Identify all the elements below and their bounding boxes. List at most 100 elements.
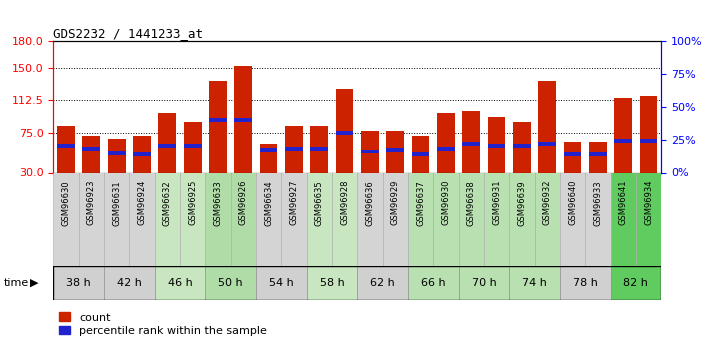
Text: 70 h: 70 h <box>471 278 496 288</box>
Text: GSM96637: GSM96637 <box>416 180 425 226</box>
Bar <box>285 126 303 172</box>
Bar <box>311 126 328 172</box>
Text: GSM96924: GSM96924 <box>137 180 146 225</box>
Text: 54 h: 54 h <box>269 278 294 288</box>
Bar <box>361 130 379 172</box>
Bar <box>104 266 154 300</box>
Bar <box>408 266 459 300</box>
Bar <box>159 144 176 148</box>
Bar <box>306 266 357 300</box>
Text: GSM96633: GSM96633 <box>213 180 223 226</box>
Bar <box>336 131 353 135</box>
Bar <box>336 89 353 172</box>
Bar <box>57 144 75 148</box>
Bar <box>614 98 632 172</box>
Text: 38 h: 38 h <box>66 278 91 288</box>
Text: GSM96932: GSM96932 <box>542 180 552 225</box>
Text: GSM96631: GSM96631 <box>112 180 121 226</box>
Bar <box>260 148 277 152</box>
Bar <box>133 136 151 172</box>
Text: 66 h: 66 h <box>421 278 446 288</box>
Bar <box>82 136 100 172</box>
Bar <box>412 136 429 172</box>
Text: GSM96926: GSM96926 <box>239 180 248 225</box>
Bar <box>129 172 154 266</box>
Bar <box>488 144 506 148</box>
Bar <box>154 266 205 300</box>
Bar <box>513 144 531 148</box>
Bar <box>484 172 509 266</box>
Bar <box>611 172 636 266</box>
Text: GSM96638: GSM96638 <box>466 180 476 226</box>
Bar <box>640 96 658 172</box>
Text: GSM96925: GSM96925 <box>188 180 197 225</box>
Bar <box>108 139 126 172</box>
Bar <box>585 172 611 266</box>
Bar <box>488 117 506 172</box>
Bar <box>282 172 306 266</box>
Bar <box>589 142 606 172</box>
Text: 74 h: 74 h <box>522 278 547 288</box>
Text: 42 h: 42 h <box>117 278 141 288</box>
Bar <box>564 142 582 172</box>
Bar <box>462 142 480 146</box>
Bar <box>82 147 100 151</box>
Bar <box>412 152 429 156</box>
Bar <box>538 81 556 172</box>
Bar <box>611 266 661 300</box>
Text: ▶: ▶ <box>30 278 38 288</box>
Bar <box>614 139 632 143</box>
Bar <box>53 172 79 266</box>
Bar <box>57 126 75 172</box>
Bar <box>180 172 205 266</box>
Bar <box>311 147 328 151</box>
Bar <box>256 172 282 266</box>
Bar <box>154 172 180 266</box>
Text: 78 h: 78 h <box>573 278 598 288</box>
Text: GSM96928: GSM96928 <box>340 180 349 225</box>
Bar <box>79 172 104 266</box>
Bar <box>509 172 535 266</box>
Bar <box>383 172 408 266</box>
Bar <box>235 118 252 122</box>
Text: GSM96639: GSM96639 <box>518 180 526 226</box>
Bar <box>159 113 176 172</box>
Text: GSM96934: GSM96934 <box>644 180 653 225</box>
Bar <box>209 81 227 172</box>
Bar <box>108 151 126 155</box>
Bar <box>306 172 332 266</box>
Bar <box>589 152 606 156</box>
Bar <box>437 113 455 172</box>
Bar <box>509 266 560 300</box>
Bar <box>386 148 404 152</box>
Bar <box>535 172 560 266</box>
Bar <box>408 172 433 266</box>
Text: 46 h: 46 h <box>168 278 193 288</box>
Bar <box>260 144 277 172</box>
Text: GSM96927: GSM96927 <box>289 180 299 225</box>
Bar <box>205 172 230 266</box>
Bar <box>462 111 480 172</box>
Text: GSM96640: GSM96640 <box>568 180 577 225</box>
Legend: count, percentile rank within the sample: count, percentile rank within the sample <box>59 313 267 336</box>
Bar <box>357 172 383 266</box>
Text: GSM96923: GSM96923 <box>87 180 96 225</box>
Bar <box>285 147 303 151</box>
Text: 50 h: 50 h <box>218 278 243 288</box>
Bar <box>513 122 531 172</box>
Text: GDS2232 / 1441233_at: GDS2232 / 1441233_at <box>53 27 203 40</box>
Bar <box>459 266 509 300</box>
Bar <box>235 66 252 172</box>
Text: GSM96931: GSM96931 <box>492 180 501 225</box>
Bar <box>386 130 404 172</box>
Bar <box>183 122 201 172</box>
Bar <box>133 152 151 156</box>
Bar <box>636 172 661 266</box>
Bar <box>459 172 484 266</box>
Text: GSM96634: GSM96634 <box>264 180 273 226</box>
Text: 58 h: 58 h <box>319 278 344 288</box>
Bar <box>361 150 379 154</box>
Bar <box>560 172 585 266</box>
Text: GSM96929: GSM96929 <box>391 180 400 225</box>
Text: 82 h: 82 h <box>624 278 648 288</box>
